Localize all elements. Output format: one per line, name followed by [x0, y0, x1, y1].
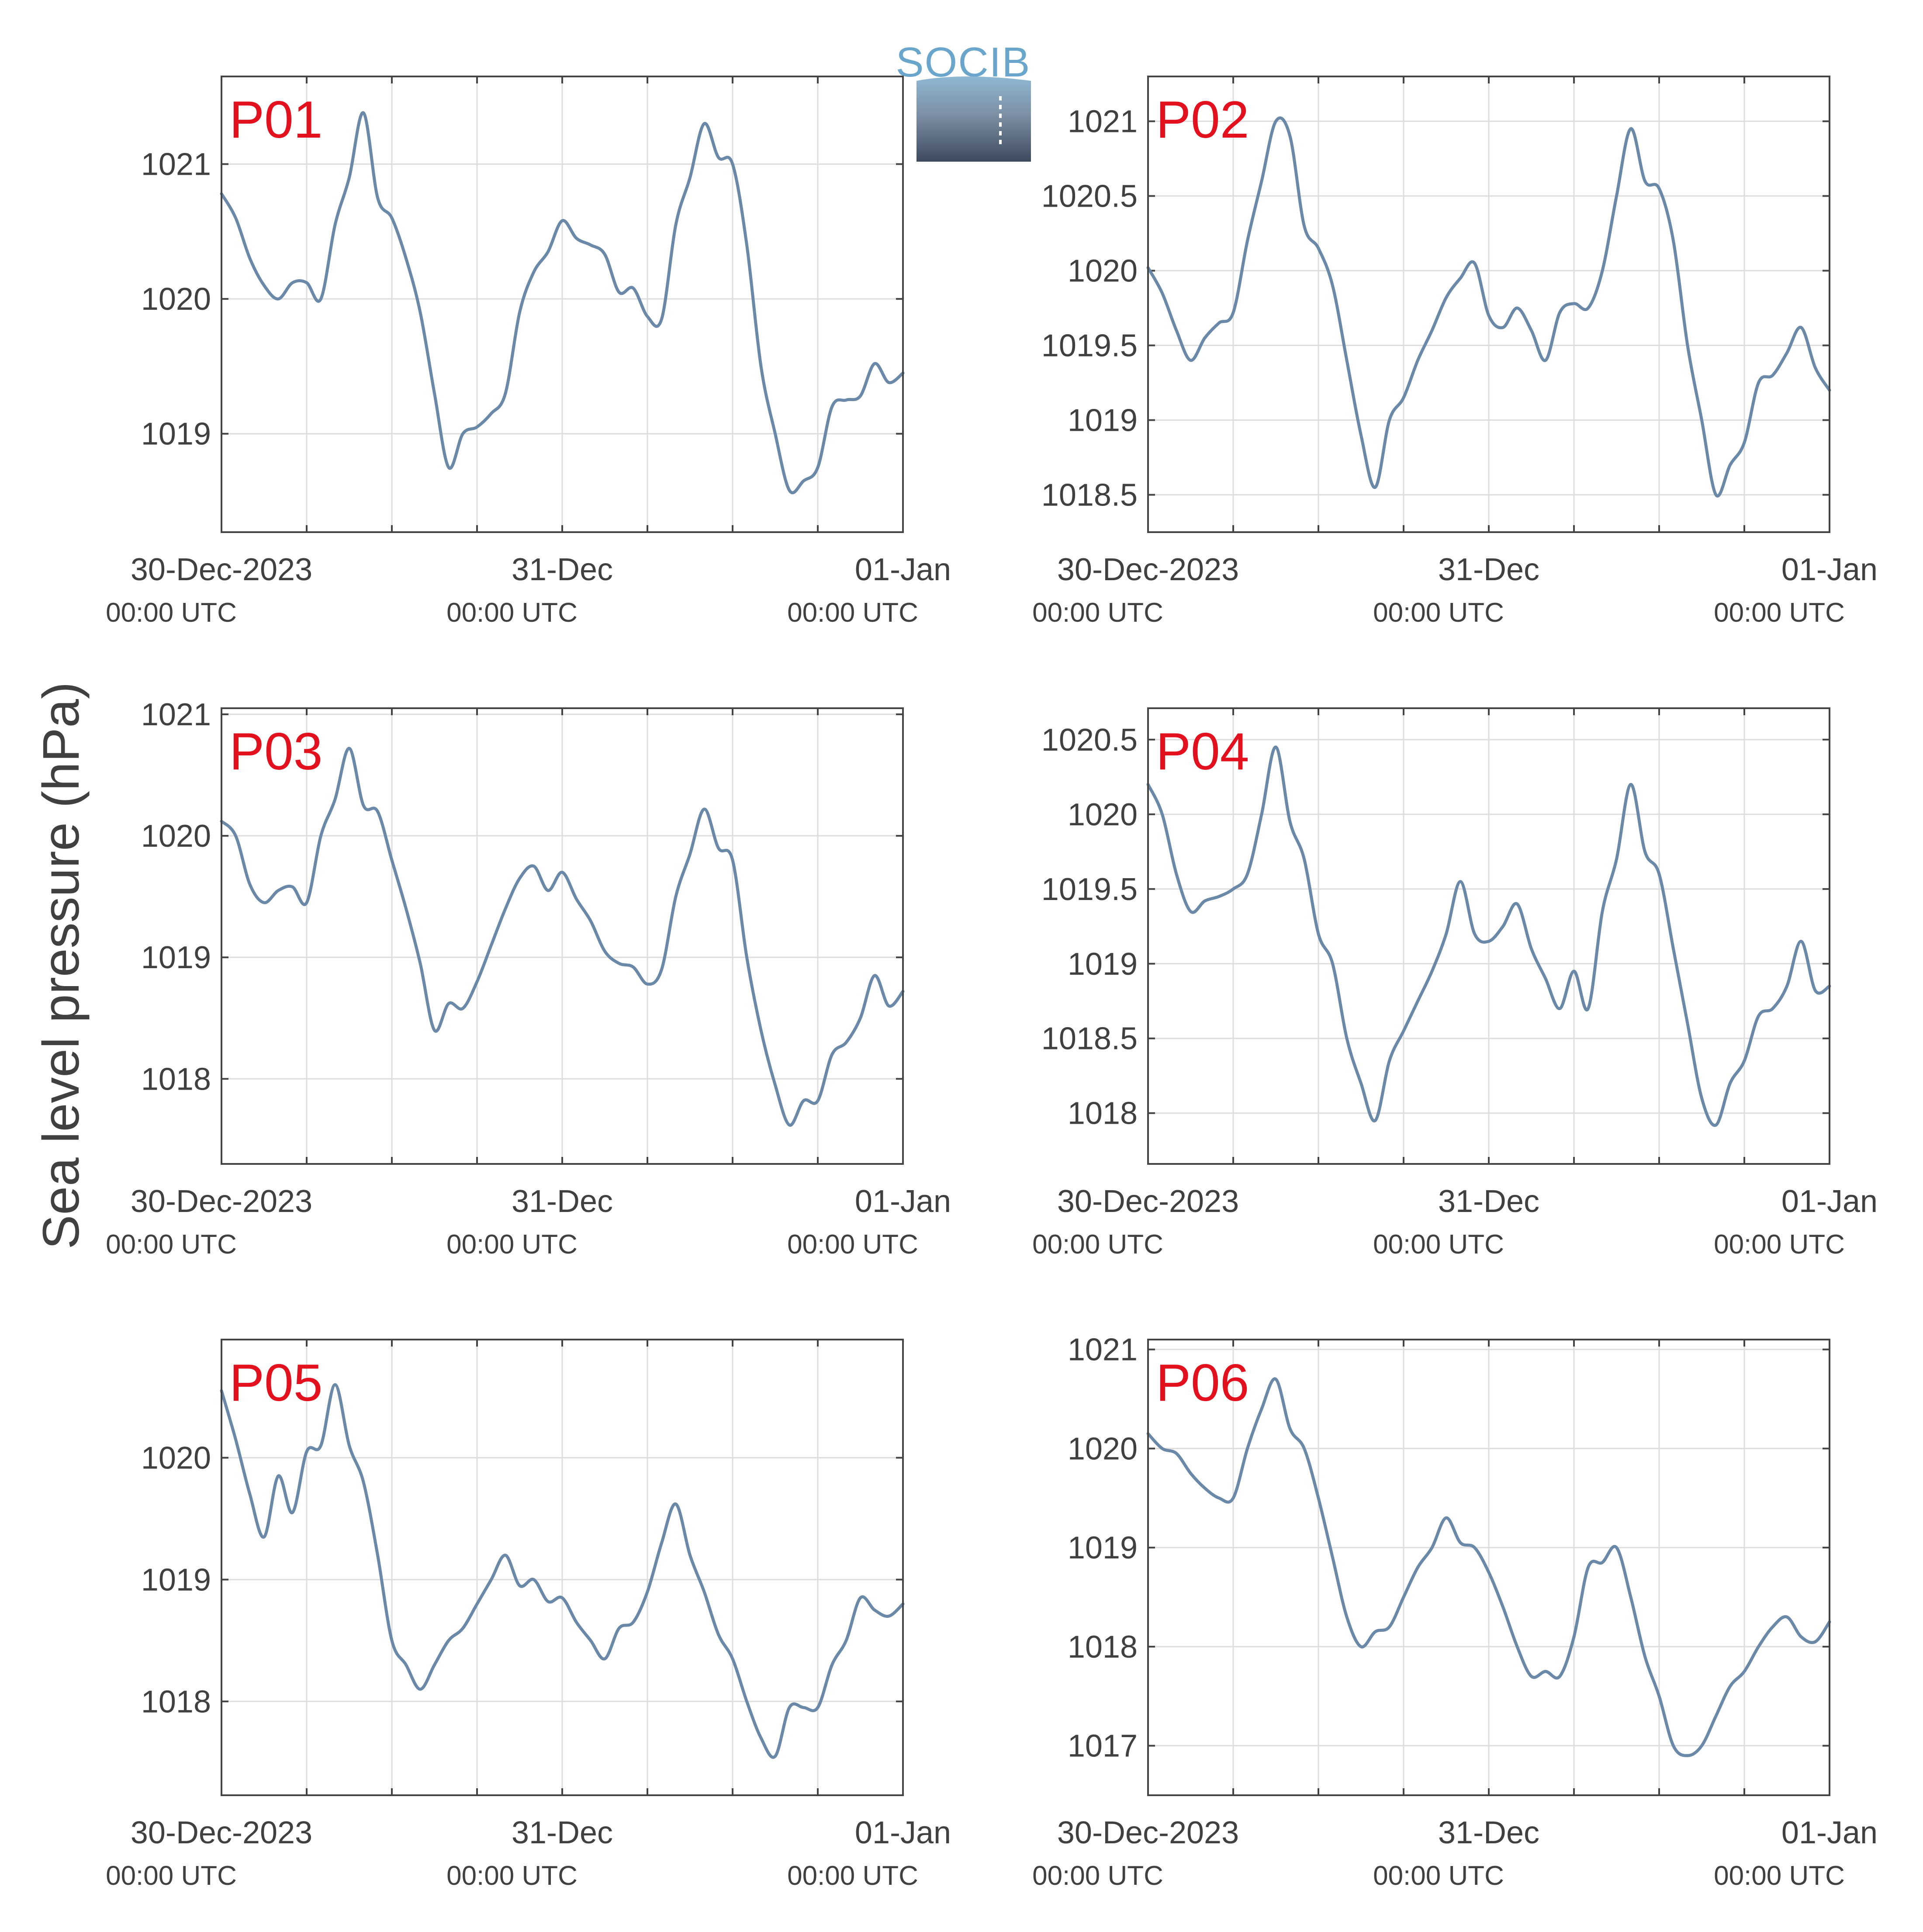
x-tick-label: 30-Dec-2023 — [1057, 1815, 1239, 1850]
x-tick-label: 31-Dec — [1438, 552, 1539, 587]
x-tick-sublabel: 00:00 UTC — [106, 1229, 237, 1260]
y-tick-label: 1019 — [141, 417, 211, 452]
panels: 1019 1020 1021 30-Dec-2023 00:00 UTC 31-Dec 00… — [106, 76, 1878, 1891]
series-line — [220, 1383, 905, 1759]
y-tick-label: 1018 — [1068, 1096, 1138, 1131]
x-tick-label: 31-Dec — [1438, 1815, 1539, 1850]
logo-wave — [917, 76, 1031, 162]
series-line — [1146, 116, 1831, 498]
x-tick-sublabel: 00:00 UTC — [446, 1861, 578, 1891]
x-tick-label: 30-Dec-2023 — [131, 552, 312, 587]
x-tick-label: 30-Dec-2023 — [131, 1184, 312, 1219]
panel-p03: 1018 1019 1020 1021 30-Dec-2023 00:00 UTC 31-D… — [106, 697, 951, 1260]
x-tick-label: 31-Dec — [512, 1815, 613, 1850]
x-tick-sublabel: 00:00 UTC — [1373, 1861, 1504, 1891]
x-tick-sublabel: 00:00 UTC — [787, 598, 918, 628]
y-tick-label: 1018 — [141, 1062, 211, 1097]
x-tick-sublabel: 00:00 UTC — [1714, 598, 1845, 628]
y-tick-label: 1021 — [141, 147, 211, 182]
y-tick-label: 1019 — [141, 1562, 211, 1597]
y-tick-label: 1021 — [141, 697, 211, 732]
x-tick-label: 01-Jan — [1781, 1184, 1878, 1219]
x-tick-label: 30-Dec-2023 — [131, 1815, 312, 1850]
axes-frame — [1147, 76, 1830, 533]
y-tick-label: 1020 — [1068, 254, 1138, 289]
panel-title: P04 — [1156, 722, 1249, 781]
panel-p06: 1017 1018 1019 1020 1021 30-Dec-2023 00:00 UTC… — [1032, 1333, 1878, 1891]
x-tick-sublabel: 00:00 UTC — [446, 1229, 578, 1260]
x-tick-label: 31-Dec — [512, 1184, 613, 1219]
axes-frame — [1147, 1339, 1830, 1796]
y-tick-label: 1021 — [1068, 104, 1138, 139]
y-tick-label: 1020 — [141, 1441, 211, 1476]
x-tick-label: 31-Dec — [512, 552, 613, 587]
panel-p01: 1019 1020 1021 30-Dec-2023 00:00 UTC 31-Dec 00… — [106, 76, 951, 628]
x-tick-sublabel: 00:00 UTC — [106, 1861, 237, 1891]
y-tick-label: 1020 — [141, 819, 211, 854]
x-tick-label: 01-Jan — [855, 1184, 951, 1219]
y-tick-label: 1020 — [141, 282, 211, 317]
y-tick-label: 1019 — [141, 940, 211, 975]
x-tick-label: 01-Jan — [855, 552, 951, 587]
y-tick-label: 1018.5 — [1041, 478, 1138, 513]
axes-frame — [221, 1339, 904, 1796]
series-line — [1146, 745, 1831, 1127]
y-tick-label: 1020 — [1068, 797, 1138, 832]
y-tick-label: 1019 — [1068, 1530, 1138, 1565]
y-tick-label: 1018.5 — [1041, 1021, 1138, 1056]
x-tick-label: 01-Jan — [1781, 1815, 1878, 1850]
series-line — [220, 747, 905, 1127]
x-tick-label: 01-Jan — [1781, 552, 1878, 587]
panel-title: P06 — [1156, 1354, 1249, 1412]
socib-logo: SOCIB — [896, 39, 1031, 162]
panel-title: P03 — [229, 722, 323, 781]
x-tick-sublabel: 00:00 UTC — [1373, 598, 1504, 628]
panel-p04: 1018 1018.5 1019 1019.5 1020 1020.5 30-Dec-202… — [1032, 707, 1878, 1260]
series-line — [1146, 1377, 1831, 1757]
y-tick-label: 1019.5 — [1041, 872, 1138, 907]
y-tick-label: 1020.5 — [1041, 723, 1138, 758]
x-tick-sublabel: 00:00 UTC — [106, 598, 237, 628]
y-tick-label: 1019.5 — [1041, 329, 1138, 364]
axes-frame — [221, 76, 904, 533]
x-tick-sublabel: 00:00 UTC — [787, 1861, 918, 1891]
x-tick-sublabel: 00:00 UTC — [1373, 1229, 1504, 1260]
y-tick-label: 1018 — [1068, 1630, 1138, 1665]
panel-p02: 1018.5 1019 1019.5 1020 1020.5 1021 30-Dec-202… — [1032, 76, 1878, 628]
x-tick-label: 30-Dec-2023 — [1057, 552, 1239, 587]
panel-title: P01 — [229, 90, 323, 149]
y-tick-label: 1020 — [1068, 1431, 1138, 1466]
panel-title: P05 — [229, 1354, 323, 1412]
y-axis-label: Sea level pressure (hPa) — [32, 682, 90, 1250]
y-tick-label: 1019 — [1068, 403, 1138, 438]
y-tick-label: 1020.5 — [1041, 179, 1138, 214]
y-tick-label: 1018 — [141, 1684, 211, 1719]
axes-frame — [221, 707, 904, 1165]
x-tick-label: 31-Dec — [1438, 1184, 1539, 1219]
x-tick-sublabel: 00:00 UTC — [446, 598, 578, 628]
x-tick-sublabel: 00:00 UTC — [1714, 1861, 1845, 1891]
panel-title: P02 — [1156, 90, 1249, 149]
axes-frame — [1147, 707, 1830, 1165]
x-tick-sublabel: 00:00 UTC — [1032, 1861, 1163, 1891]
panel-p05: 1018 1019 1020 30-Dec-2023 00:00 UTC 31-Dec 00… — [106, 1339, 951, 1891]
x-tick-label: 01-Jan — [855, 1815, 951, 1850]
series-line — [220, 111, 905, 495]
x-tick-sublabel: 00:00 UTC — [1714, 1229, 1845, 1260]
x-tick-sublabel: 00:00 UTC — [1032, 598, 1163, 628]
y-tick-label: 1017 — [1068, 1729, 1138, 1764]
y-tick-label: 1021 — [1068, 1333, 1138, 1368]
x-tick-sublabel: 00:00 UTC — [1032, 1229, 1163, 1260]
x-tick-label: 30-Dec-2023 — [1057, 1184, 1239, 1219]
y-tick-label: 1019 — [1068, 947, 1138, 982]
x-tick-sublabel: 00:00 UTC — [787, 1229, 918, 1260]
